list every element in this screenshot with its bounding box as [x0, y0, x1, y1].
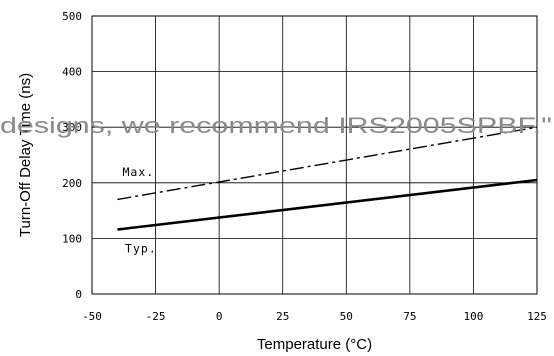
series-line-max: [117, 126, 538, 201]
annotations: Max. Typ.: [123, 165, 157, 255]
series-line-typ: [117, 178, 538, 231]
plot-frame: [91, 15, 538, 295]
y-tick-label: 200: [62, 177, 82, 190]
x-tick-label: 50: [340, 310, 353, 323]
tick-labels: -50 -25 0 25 50 75 100 125 0 100 200 300 400 500: [62, 10, 547, 323]
x-tick-label: 125: [527, 310, 547, 323]
y-tick-label: 100: [62, 232, 82, 245]
x-tick-label: 25: [276, 310, 289, 323]
x-tick-label: 0: [216, 310, 223, 323]
y-axis-title: Turn-Off Delay Time (ns): [17, 73, 34, 237]
y-tick-label: 0: [75, 288, 82, 301]
x-tick-label: -50: [82, 310, 102, 323]
x-tick-label: 75: [403, 310, 416, 323]
series-layer: [117, 126, 538, 231]
x-axis-title: Temperature (°C): [257, 336, 372, 353]
annotation-label: Typ.: [125, 241, 157, 255]
x-tick-label: -25: [146, 310, 166, 323]
y-tick-label: 400: [62, 66, 82, 79]
y-tick-label: 500: [62, 10, 82, 23]
watermark-text: designs, we recommend IRS2005SPBF.": [0, 113, 552, 138]
grid: [91, 15, 538, 295]
x-tick-label: 100: [463, 310, 483, 323]
annotation-label: Max.: [123, 165, 155, 179]
y-tick-label: 300: [62, 121, 82, 134]
